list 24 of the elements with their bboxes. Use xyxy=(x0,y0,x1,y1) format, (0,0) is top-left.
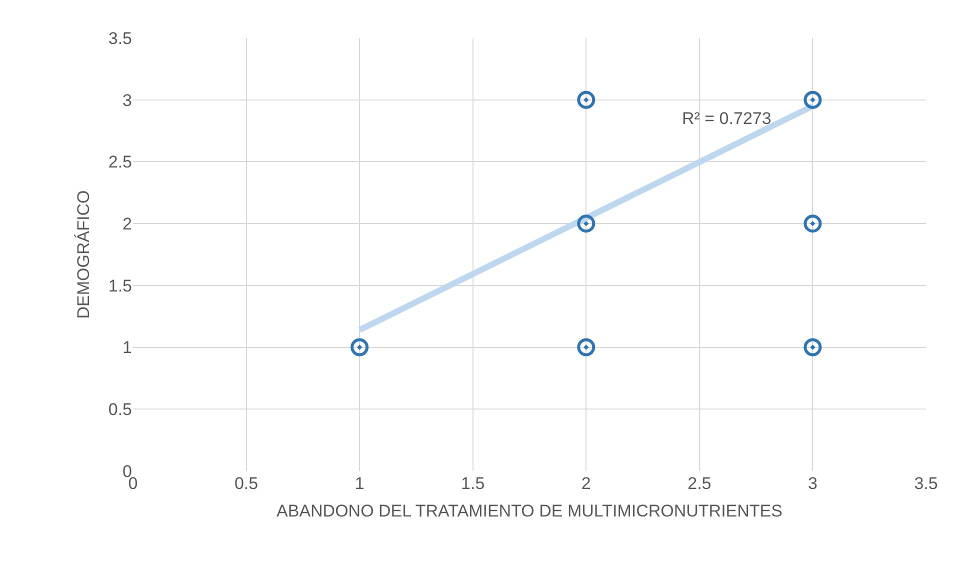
y-tick-label: 3.5 xyxy=(108,28,132,48)
x-tick-label: 1.5 xyxy=(461,474,485,493)
x-tick-label: 0.5 xyxy=(234,474,258,493)
y-axis-title: DEMOGRÁFICO xyxy=(74,190,93,319)
x-tick-label: 2 xyxy=(581,474,591,493)
y-tick-label: 0.5 xyxy=(108,400,132,420)
point xyxy=(577,338,596,356)
x-axis-title: ABANDONO DEL TRATAMIENTO DE MULTIMICRONUTRIENTES xyxy=(276,501,782,520)
annotation: R² = 0.7273 xyxy=(682,109,772,128)
y-tick-label: 2.5 xyxy=(108,152,132,172)
point xyxy=(804,214,822,233)
point xyxy=(804,90,822,109)
y-tick-label: 1.5 xyxy=(108,276,132,296)
x-tick-label: 2.5 xyxy=(688,474,712,493)
x-tick-label: 3 xyxy=(808,474,818,493)
point xyxy=(350,338,369,356)
point xyxy=(804,338,822,356)
x-tick-label: 3.5 xyxy=(914,474,938,493)
point xyxy=(577,90,596,109)
y-tick-label: 3 xyxy=(122,90,132,110)
x-tick-label: 1 xyxy=(354,474,364,493)
y-tick-label: 1 xyxy=(122,338,132,358)
y-tick-label: 2 xyxy=(122,214,132,234)
point xyxy=(577,214,596,233)
